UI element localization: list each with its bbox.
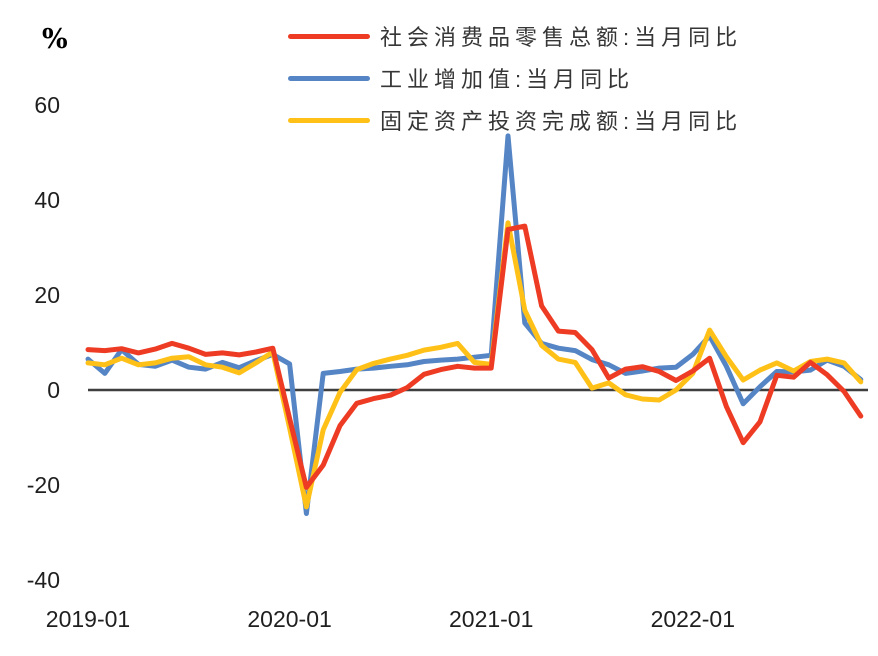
y-tick-label: 60 bbox=[34, 92, 60, 118]
legend-label: 固定资产投资完成额:当月同比 bbox=[380, 109, 743, 134]
legend-swatch bbox=[288, 33, 370, 39]
series-line-fixed-asset-investment bbox=[85, 220, 864, 510]
legend-swatch bbox=[288, 75, 370, 81]
y-tick-label: -40 bbox=[27, 567, 60, 593]
x-tick-label: 2019-01 bbox=[46, 606, 130, 632]
y-tick-label: -20 bbox=[27, 472, 60, 498]
series-line-retail bbox=[85, 223, 864, 490]
legend: 社会消费品零售总额:当月同比 工业增加值:当月同比 固定资产投资完成额:当月同比 bbox=[288, 22, 742, 134]
legend-label: 工业增加值:当月同比 bbox=[380, 67, 635, 92]
legend-label: 社会消费品零售总额:当月同比 bbox=[380, 25, 743, 50]
y-tick-label: 40 bbox=[34, 187, 60, 213]
y-tick-label: 0 bbox=[47, 377, 60, 403]
x-tick-label: 2020-01 bbox=[247, 606, 331, 632]
x-tick-label: 2022-01 bbox=[651, 606, 735, 632]
series-line-industrial bbox=[85, 133, 864, 516]
legend-item-retail: 社会消费品零售总额:当月同比 bbox=[288, 22, 742, 50]
y-axis-unit-label: % bbox=[42, 24, 68, 55]
legend-item-industrial: 工业增加值:当月同比 bbox=[288, 64, 742, 92]
x-tick-label: 2021-01 bbox=[449, 606, 533, 632]
y-tick-label: 20 bbox=[34, 282, 60, 308]
legend-swatch bbox=[288, 117, 370, 123]
legend-item-fixed-asset-investment: 固定资产投资完成额:当月同比 bbox=[288, 106, 742, 134]
